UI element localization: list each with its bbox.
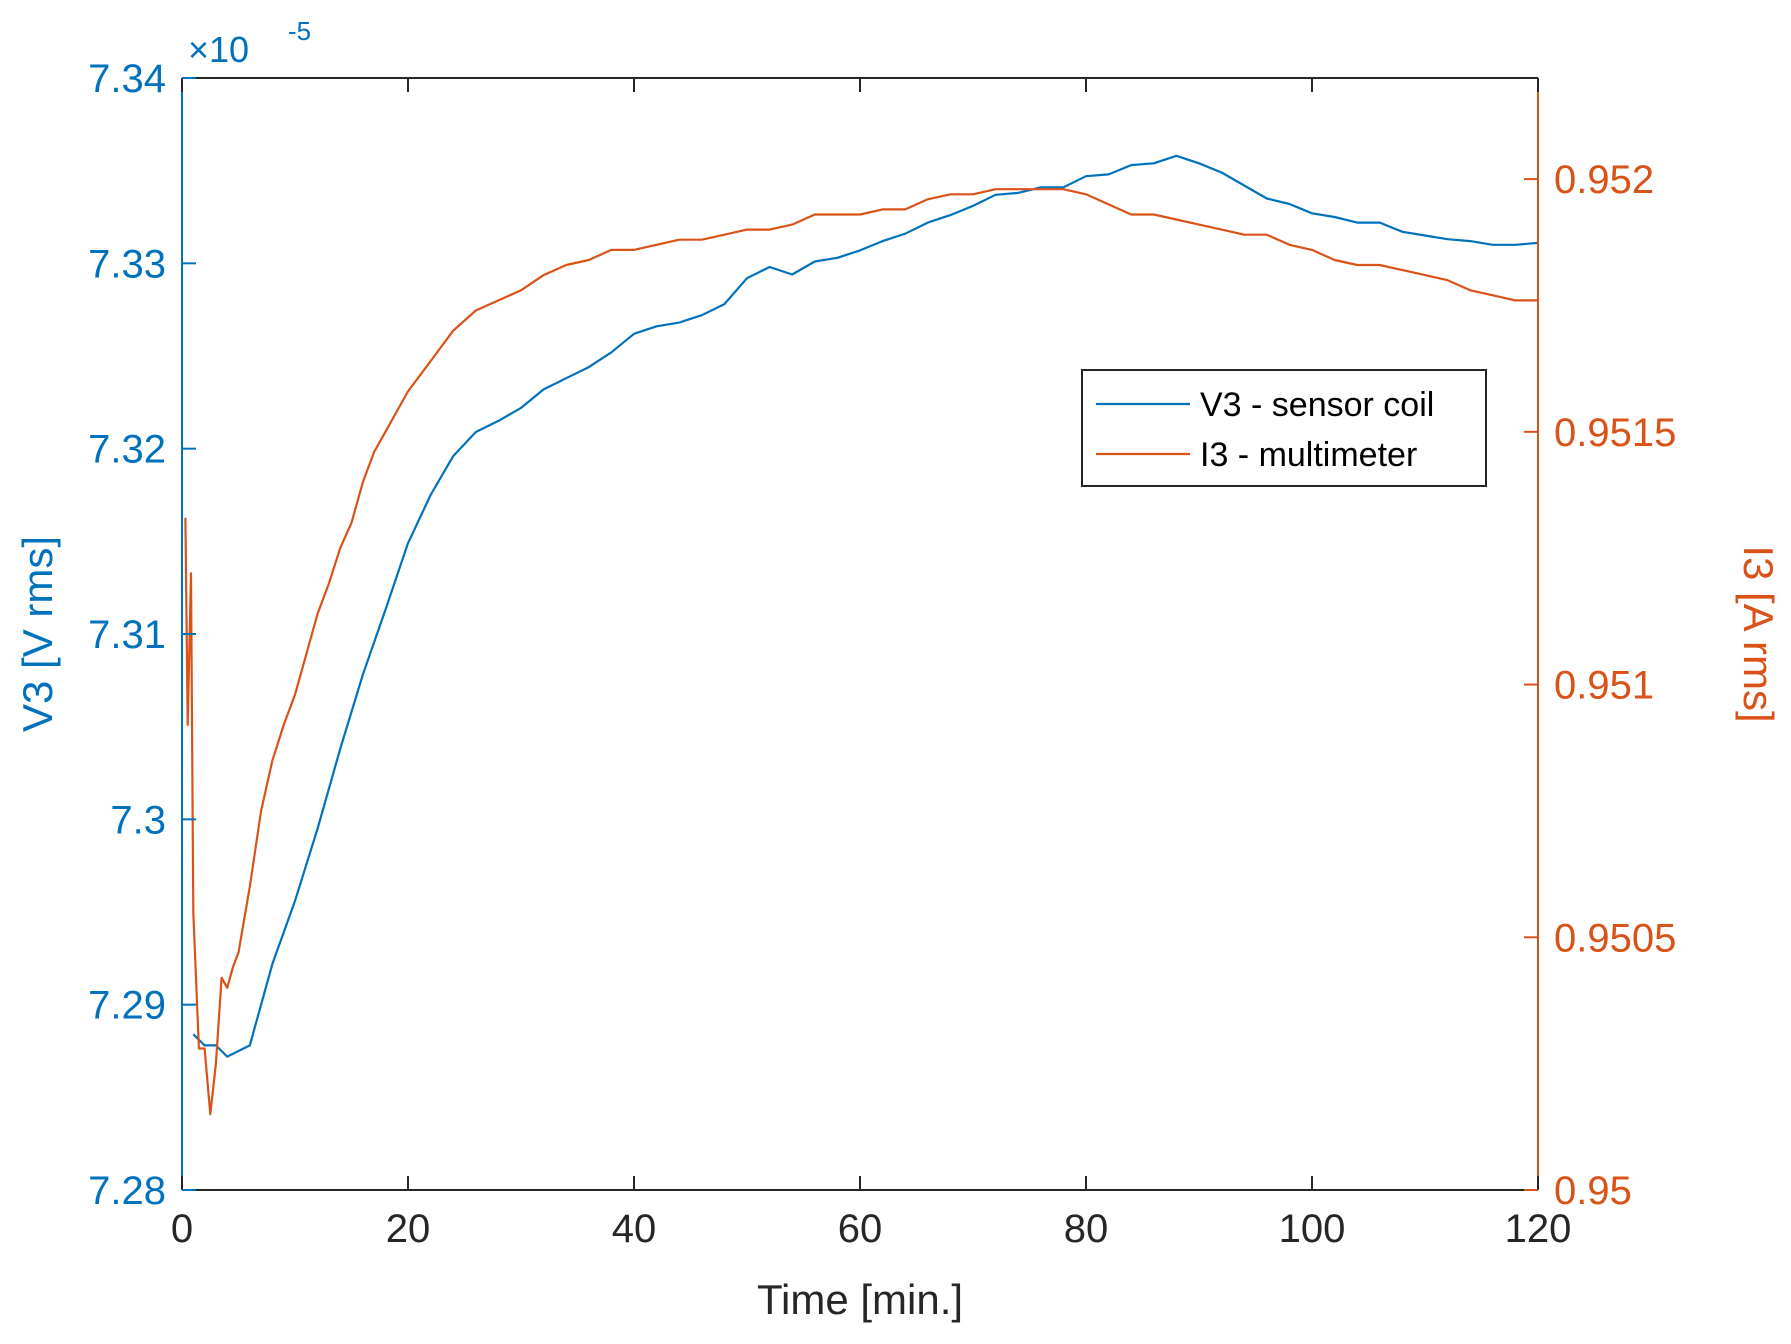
series-line-v3-sensor-coil (192, 154, 1538, 1058)
series-line-i3-multimeter (184, 188, 1538, 1116)
y-left-tick-label: 7.34 (88, 57, 166, 101)
y-right-axis-label: I3 [A rms] (1735, 545, 1782, 722)
y-left-tick-label: 7.32 (88, 428, 166, 472)
x-tick-label: 80 (1064, 1207, 1109, 1251)
axes-layer: 0 20 40 60 80 100 120 7.28 7.29 7.3 7.31 7.32 7.33 7.… (14, 16, 1782, 1323)
y-left-exponent-base: ×10 (188, 29, 249, 70)
y-left-tick-label: 7.31 (88, 613, 166, 657)
y-left-tick-label: 7.28 (88, 1169, 166, 1213)
x-tick-label: 40 (612, 1207, 657, 1251)
y-left-tick-label: 7.3 (110, 798, 166, 842)
y-left-tick-label: 7.29 (88, 984, 166, 1028)
y-right-tick-label: 0.951 (1554, 664, 1654, 708)
y-left-tick-label: 7.33 (88, 242, 166, 286)
series-layer (184, 154, 1538, 1116)
y-left-exponent-power: -5 (288, 16, 311, 46)
legend-entry: I3 - multimeter (1200, 436, 1417, 474)
legend-box (1081, 369, 1487, 487)
y-left-axis-label: V3 [V rms] (14, 536, 61, 732)
y-right-tick-label: 0.95 (1554, 1169, 1632, 1213)
legend-entry: V3 - sensor coil (1200, 386, 1434, 424)
x-tick-label: 0 (171, 1207, 193, 1251)
x-tick-label: 60 (838, 1207, 883, 1251)
y-right-tick-label: 0.9505 (1554, 916, 1676, 960)
x-axis-label: Time [min.] (757, 1276, 963, 1323)
y-right-tick-label: 0.9515 (1554, 411, 1676, 455)
x-tick-label: 120 (1505, 1207, 1572, 1251)
x-tick-label: 20 (386, 1207, 431, 1251)
x-tick-label: 100 (1279, 1207, 1346, 1251)
legend: V3 - sensor coil I3 - multimeter (1081, 369, 1487, 487)
y-right-tick-label: 0.952 (1554, 158, 1654, 202)
